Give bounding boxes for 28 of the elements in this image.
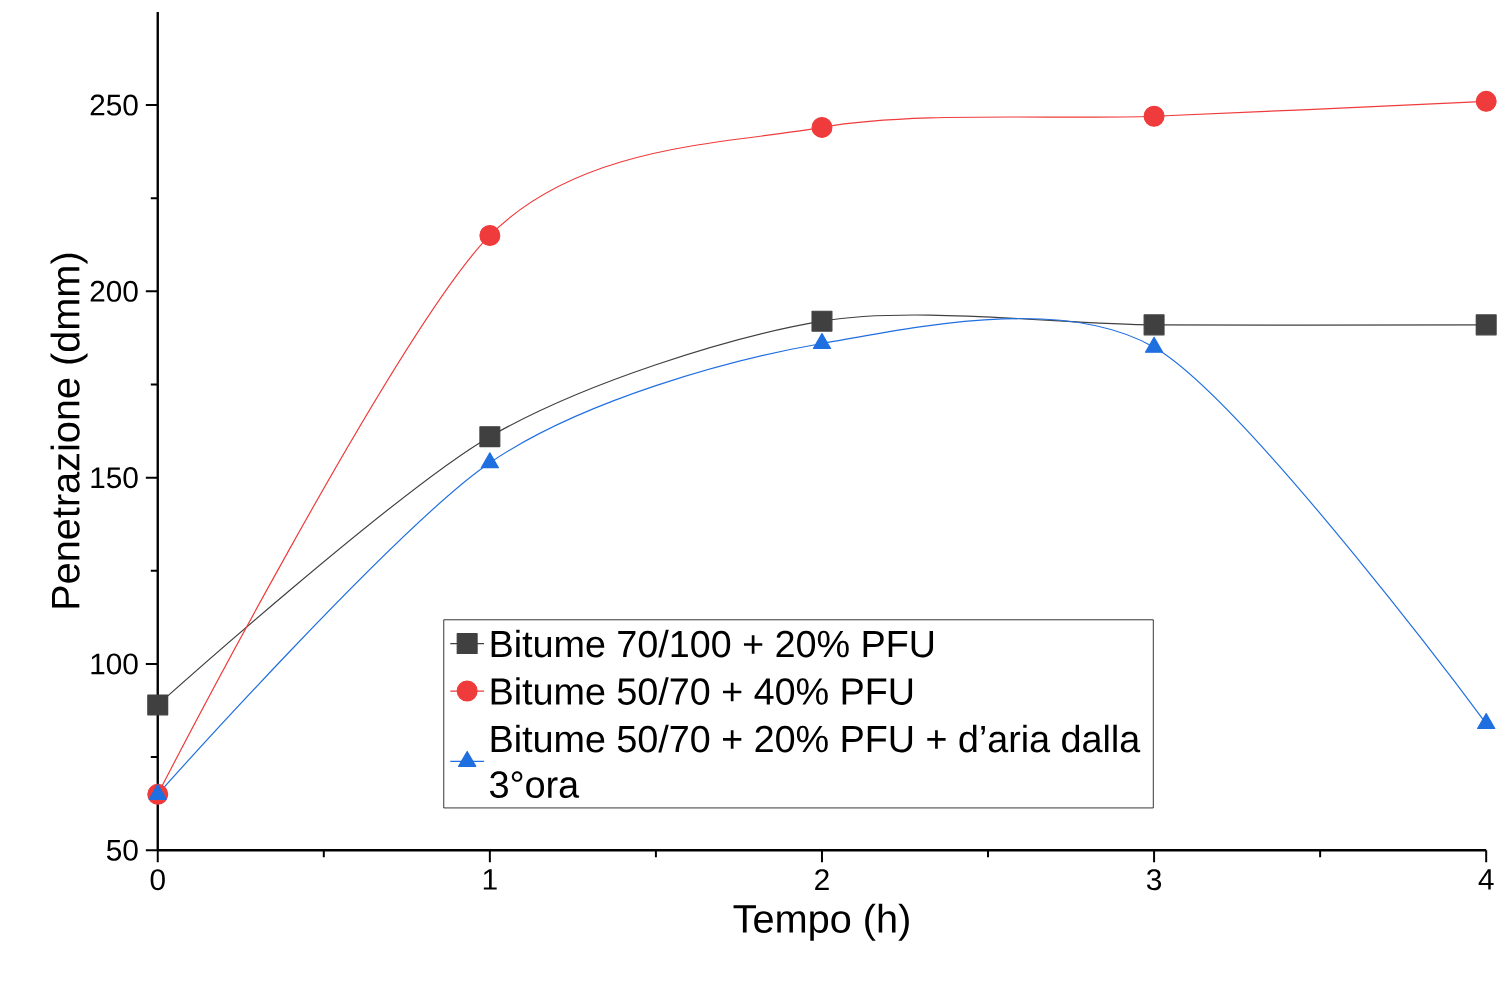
y-tick-label: 150 (91, 467, 138, 489)
point (1143, 105, 1165, 127)
point (480, 452, 500, 469)
point (147, 694, 169, 716)
x-axis-title: Tempo (h) (733, 903, 909, 941)
point (1475, 90, 1497, 112)
x-tick-label: 1 (483, 869, 497, 890)
legend-label: Bitume 50/70 + 20% PFU + d’aria dalla 3°ora (490, 724, 1141, 798)
point (1475, 314, 1497, 336)
y-tick-label: 100 (91, 653, 138, 675)
legend-label: Bitume 70/100 + 20% PFU (491, 629, 934, 658)
point (1477, 712, 1496, 730)
point (479, 224, 501, 246)
y-tick-label: 250 (90, 94, 138, 116)
x-tick-label: 0 (150, 869, 165, 891)
legend-label: Bitume 50/70 + 40% PFU (491, 677, 913, 705)
point (1143, 314, 1165, 336)
point (479, 426, 501, 448)
x-tick-label: 2 (815, 869, 829, 890)
y-axis-title: Penetrazione (dmm) (50, 253, 88, 608)
y-tick-label: 50 (106, 839, 138, 861)
y-tick-label: 200 (90, 280, 138, 302)
point (811, 116, 833, 138)
x-tick-label: 4 (1478, 869, 1494, 890)
point (811, 310, 833, 332)
x-tick-label: 3 (1146, 869, 1162, 891)
point (812, 332, 832, 350)
point (148, 783, 167, 800)
